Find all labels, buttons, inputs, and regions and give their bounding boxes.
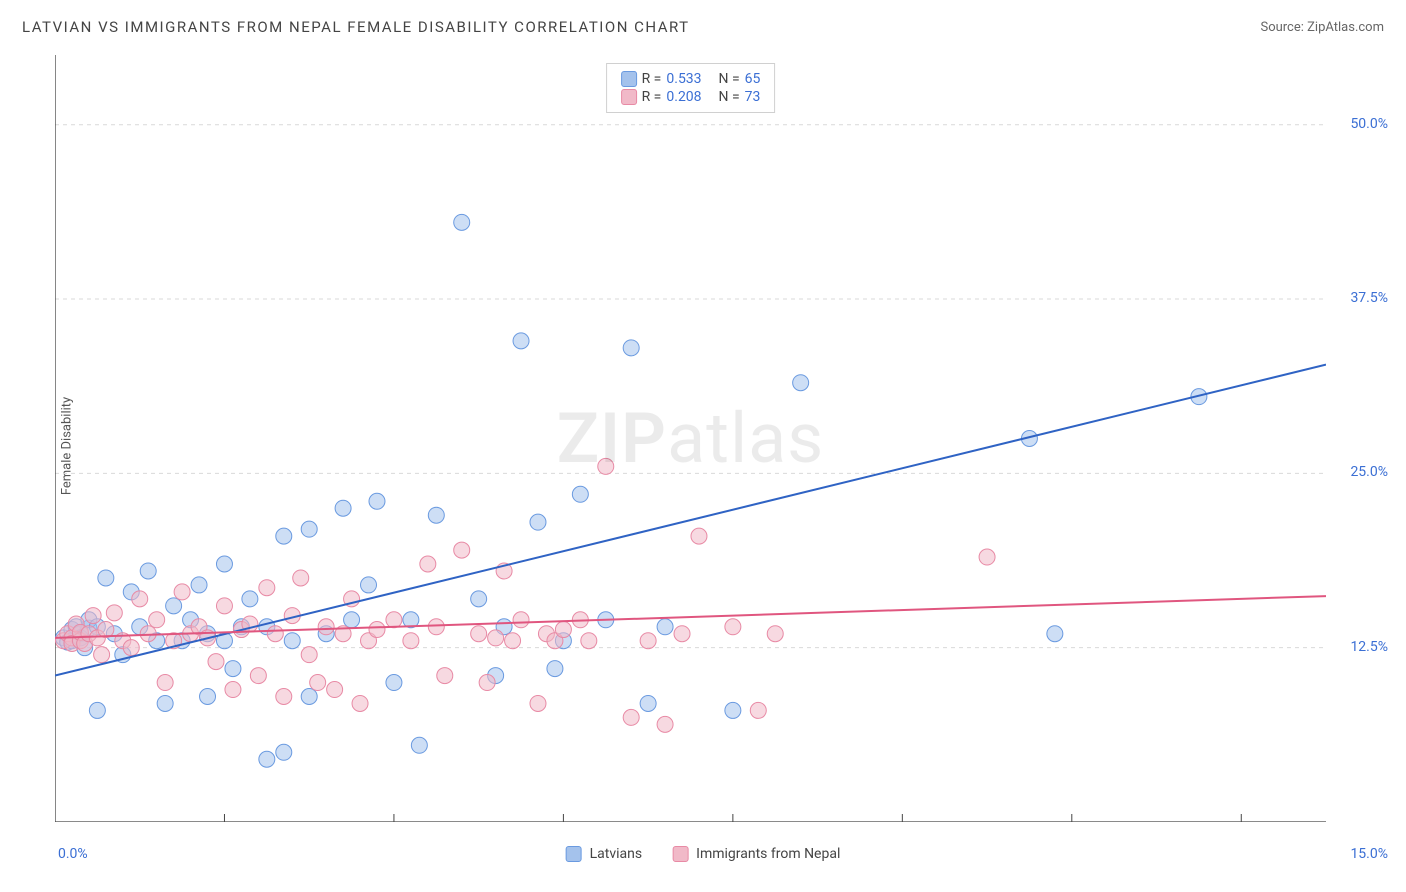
legend-stats-row: R = 0.208 N = 73 [621,89,761,105]
legend-swatch-latvians [566,846,582,862]
scatter-plot [55,55,1326,822]
legend-item-latvians: Latvians [566,846,643,862]
y-tick-label: 37.5% [1350,290,1388,306]
chart-title: LATVIAN VS IMMIGRANTS FROM NEPAL FEMALE … [22,18,690,36]
plot-area: ZIPatlas R = 0.533 N = 65 R = 0.208 N = … [55,55,1326,822]
header-row: LATVIAN VS IMMIGRANTS FROM NEPAL FEMALE … [22,18,1384,36]
x-axis-max-label: 15.0% [1350,846,1388,862]
source-label: Source: ZipAtlas.com [1260,20,1384,35]
x-axis-min-label: 0.0% [58,846,88,862]
legend-swatch-nepal [621,89,637,105]
legend-swatch-nepal [672,846,688,862]
legend-stats: R = 0.533 N = 65 R = 0.208 N = 73 [606,63,776,113]
legend-item-nepal: Immigrants from Nepal [672,846,840,862]
legend-stats-row: R = 0.533 N = 65 [621,71,761,87]
y-tick-label: 50.0% [1350,116,1388,132]
legend-series: Latvians Immigrants from Nepal [566,846,841,862]
y-tick-label: 25.0% [1350,464,1388,480]
y-tick-label: 12.5% [1350,639,1388,655]
legend-swatch-latvians [621,71,637,87]
